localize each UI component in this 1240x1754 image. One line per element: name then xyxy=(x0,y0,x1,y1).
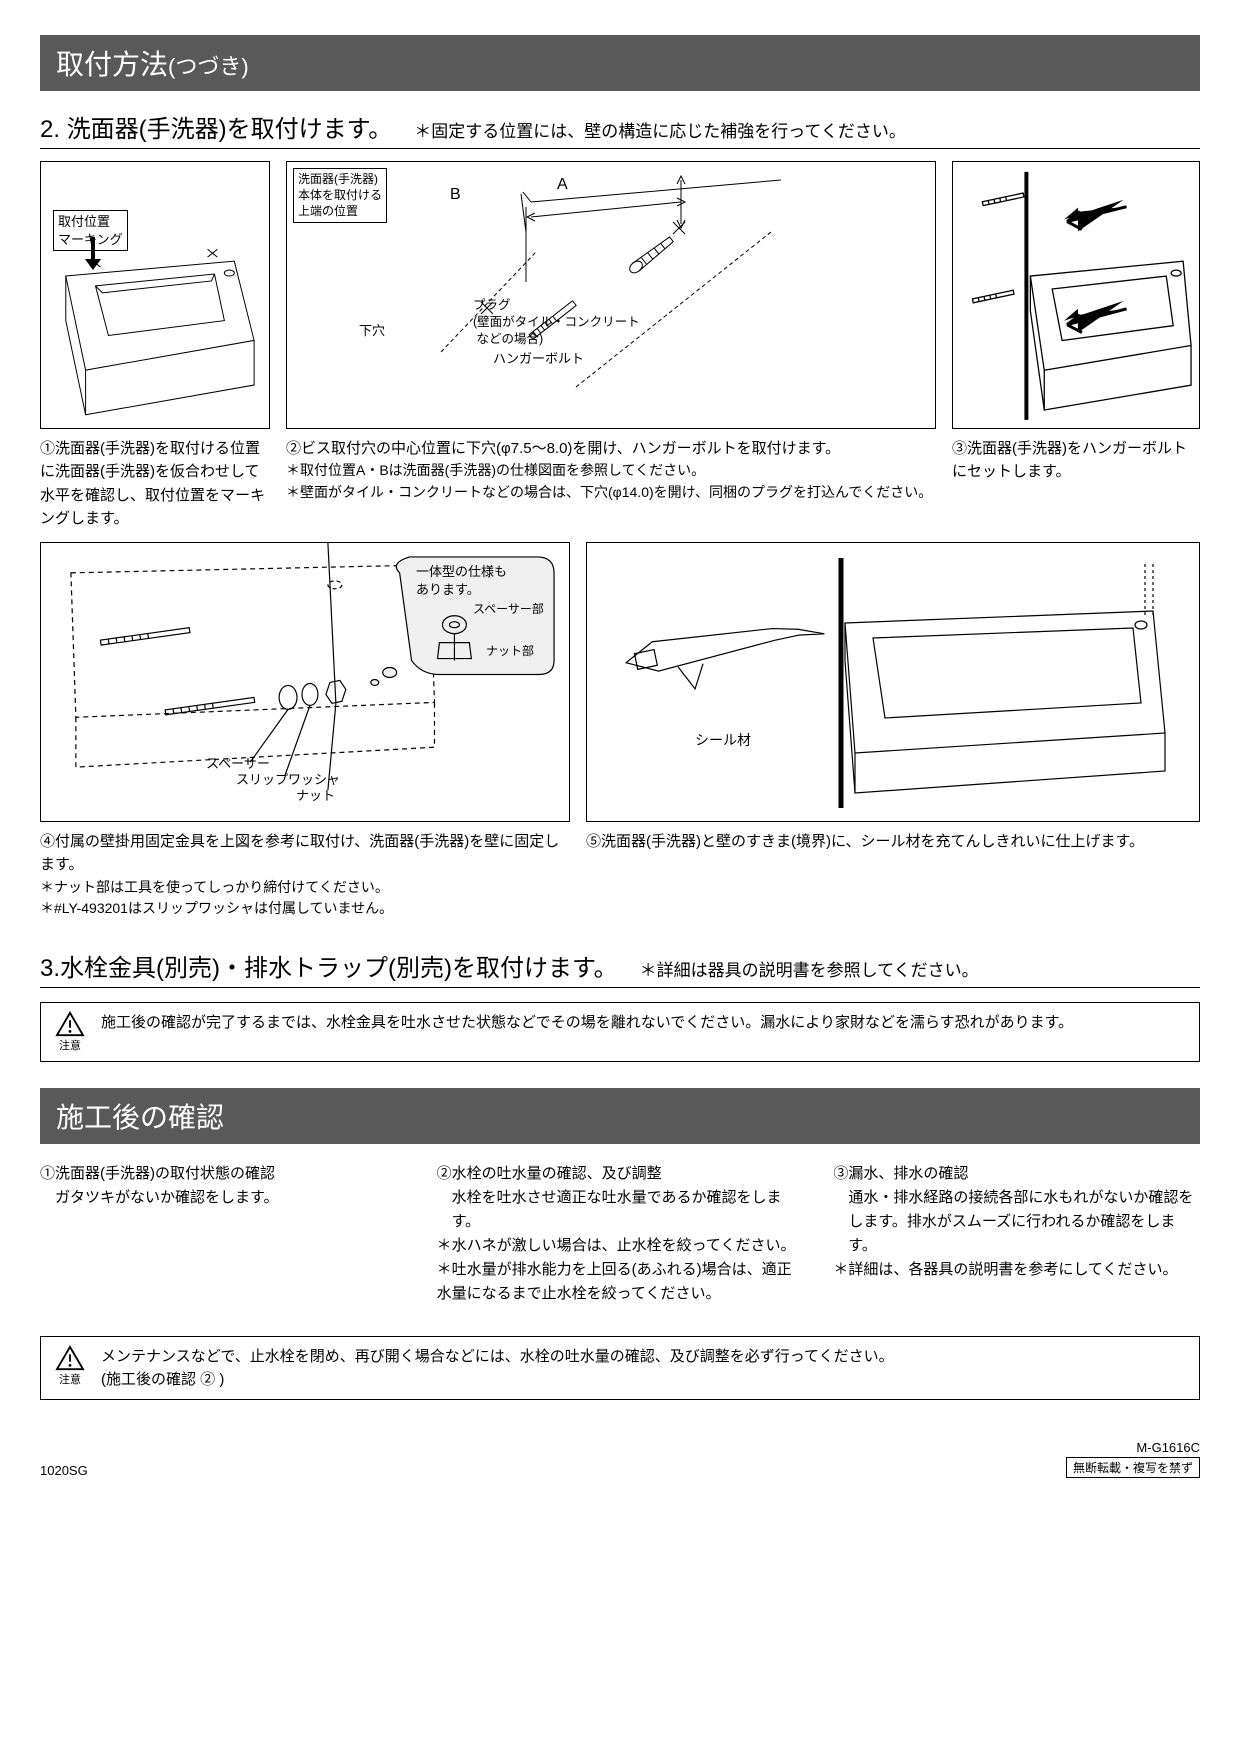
section2-title: 2. 洗面器(手洗器)を取付けます。 xyxy=(40,109,392,144)
step4-nut: ナット xyxy=(296,787,335,805)
footer-right: M-G1616C 無断転載・複写を禁ず xyxy=(1066,1440,1200,1478)
section3-note: ＊詳細は器具の説明書を参照してください。 xyxy=(640,956,979,981)
header-title: 取付方法 xyxy=(56,49,168,80)
step4-callout: 一体型の仕様も あります。 xyxy=(416,563,507,598)
step5-col: シール材 ⑤洗面器(手洗器)と壁のすきま(境界)に、シール材を充てんしきれいに仕… xyxy=(586,542,1200,920)
step3-col: ③洗面器(手洗器)をハンガーボルトにセットします。 xyxy=(952,161,1200,530)
step5-caption: ⑤洗面器(手洗器)と壁のすきま(境界)に、シール材を充てんしきれいに仕上げます。 xyxy=(586,830,1200,853)
footer-left: 1020SG xyxy=(40,1463,88,1478)
section2-title-row: 2. 洗面器(手洗器)を取付けます。 ＊固定する位置には、壁の構造に応じた補強を… xyxy=(40,109,1200,149)
step2-b-label: B xyxy=(450,184,461,206)
step2-pilot-label: 下穴 xyxy=(359,322,385,340)
step1-col: 取付位置 マーキング ①洗面器(手洗器)を取付ける位置に洗面器(手洗器)を仮合わ… xyxy=(40,161,270,530)
step2-a-label: A xyxy=(557,174,568,196)
footer-copy: 無断転載・複写を禁ず xyxy=(1066,1457,1200,1478)
step4-col: despite xyxy=(40,542,570,920)
step3-caption: ③洗面器(手洗器)をハンガーボルトにセットします。 xyxy=(952,437,1200,484)
section3-title-row: 3.水栓金具(別売)・排水トラップ(別売)を取付けます。 ＊詳細は器具の説明書を… xyxy=(40,948,1200,988)
step2-diagram: 洗面器(手洗器) 本体を取付ける 上端の位置 B A 下穴 プラグ (壁面がタイ… xyxy=(286,161,936,429)
diagram-row-1: 取付位置 マーキング ①洗面器(手洗器)を取付ける位置に洗面器(手洗器)を仮合わ… xyxy=(40,161,1200,530)
step4-caption: ④付属の壁掛用固定金具を上図を参考に取付け、洗面器(手洗器)を壁に固定します。 … xyxy=(40,830,570,920)
header-subtitle: (つづき) xyxy=(168,54,249,79)
step2-plug-label: プラグ (壁面がタイル・コンクリート などの場合) xyxy=(473,297,640,348)
step2-caption: ②ビス取付穴の中心位置に下穴(φ7.5〜8.0)を開け、ハンガーボルトを取付けま… xyxy=(286,437,936,504)
step5-diagram: シール材 xyxy=(586,542,1200,822)
confirm-col-2: ②水栓の吐水量の確認、及び調整 水栓を吐水させ適正な吐水量であるか確認をします。… xyxy=(437,1162,804,1306)
caution-icon-2: 注意 xyxy=(53,1345,87,1392)
step5-svg xyxy=(587,543,1199,823)
caution1-text: 施工後の確認が完了するまでは、水栓金具を吐水させた状態などでその場を離れないでく… xyxy=(101,1011,1187,1053)
header2-title: 施工後の確認 xyxy=(56,1102,224,1133)
caution-box-1: 注意 施工後の確認が完了するまでは、水栓金具を吐水させた状態などでその場を離れな… xyxy=(40,1002,1200,1062)
header-confirmation: 施工後の確認 xyxy=(40,1088,1200,1144)
warning-triangle-icon xyxy=(55,1011,85,1037)
step2-col: 洗面器(手洗器) 本体を取付ける 上端の位置 B A 下穴 プラグ (壁面がタイ… xyxy=(286,161,936,530)
step4-spacer: スペーサー xyxy=(206,755,270,773)
step4-diagram: despite xyxy=(40,542,570,822)
step2-bolt-label: ハンガーボルト xyxy=(493,350,584,368)
caution-box-2: 注意 メンテナンスなどで、止水栓を閉め、再び開く場合などには、水栓の吐水量の確認… xyxy=(40,1336,1200,1401)
header-installation: 取付方法(つづき) xyxy=(40,35,1200,91)
confirm-col-3: ③漏水、排水の確認 通水・排水経路の接続各部に水もれがないか確認をします。排水が… xyxy=(833,1162,1200,1306)
warning-triangle-icon xyxy=(55,1345,85,1371)
section3-title: 3.水栓金具(別売)・排水トラップ(別売)を取付けます。 xyxy=(40,948,618,983)
confirm-columns: ①洗面器(手洗器)の取付状態の確認 ガタツキがないか確認をします。 ②水栓の吐水… xyxy=(40,1162,1200,1306)
step5-seal-label: シール材 xyxy=(695,731,751,750)
step4-spacer-p: スペーサー部 xyxy=(473,601,544,617)
section2-note: ＊固定する位置には、壁の構造に応じた補強を行ってください。 xyxy=(414,117,906,142)
step4-nut-p: ナット部 xyxy=(486,643,534,659)
step3-svg xyxy=(953,162,1199,428)
step1-svg xyxy=(41,162,269,428)
step2-top-label: 洗面器(手洗器) 本体を取付ける 上端の位置 xyxy=(293,168,387,223)
step3-diagram xyxy=(952,161,1200,429)
step1-diagram: 取付位置 マーキング xyxy=(40,161,270,429)
step4-slip: スリップワッシャ xyxy=(236,771,340,789)
footer-code: M-G1616C xyxy=(1066,1440,1200,1455)
step1-arrow-icon xyxy=(83,237,113,272)
page-footer: 1020SG M-G1616C 無断転載・複写を禁ず xyxy=(40,1440,1200,1478)
caution2-text: メンテナンスなどで、止水栓を閉め、再び開く場合などには、水栓の吐水量の確認、及び… xyxy=(101,1345,1187,1392)
step1-caption: ①洗面器(手洗器)を取付ける位置に洗面器(手洗器)を仮合わせして水平を確認し、取… xyxy=(40,437,270,530)
diagram-row-2: despite xyxy=(40,542,1200,920)
confirm-col-1: ①洗面器(手洗器)の取付状態の確認 ガタツキがないか確認をします。 xyxy=(40,1162,407,1306)
caution-icon-1: 注意 xyxy=(53,1011,87,1053)
